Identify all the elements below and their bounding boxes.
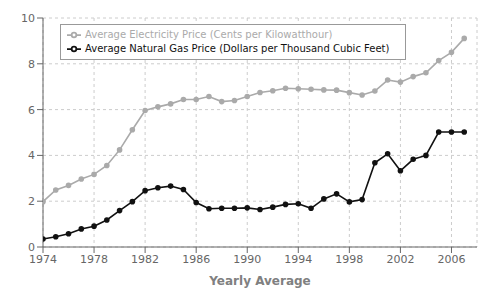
svg-text:10: 10 [21,12,35,25]
svg-text:1974: 1974 [29,253,57,266]
html-text:Average Electricity Price (Cen: Average Electricity Price (Cents per Kil… [85,29,333,40]
svg-text:2002: 2002 [386,253,414,266]
svg-text:2: 2 [28,195,35,208]
svg-text:0: 0 [28,241,35,254]
svg-text:1990: 1990 [233,253,261,266]
svg-text:1978: 1978 [80,253,108,266]
svg-text:1986: 1986 [182,253,210,266]
svg-text:1982: 1982 [131,253,159,266]
svg-text:2006: 2006 [437,253,465,266]
svg-text:1994: 1994 [284,253,312,266]
svg-text:1998: 1998 [335,253,363,266]
svg-text:8: 8 [28,58,35,71]
svg-text:Yearly Average: Yearly Average [208,274,310,288]
html-text:Average Natural Gas Price (Dol: Average Natural Gas Price (Dollars per T… [85,43,390,54]
svg-text:4: 4 [28,149,35,162]
svg-text:6: 6 [28,104,35,117]
